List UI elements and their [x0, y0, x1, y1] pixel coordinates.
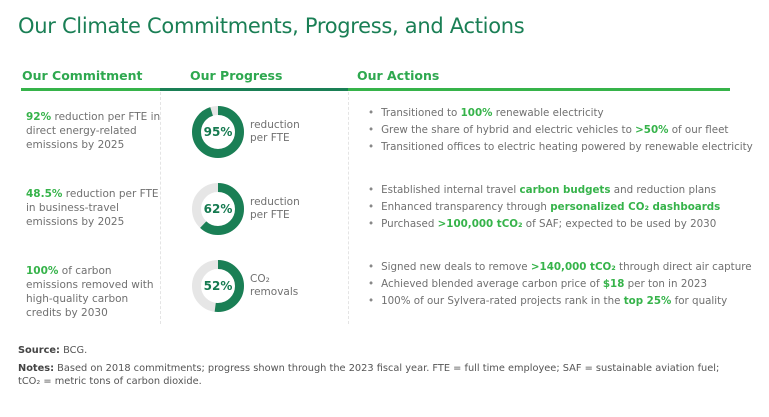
text-segment: of SAF; expected to be used by 2030 — [522, 218, 717, 230]
text-segment: through direct air capture — [615, 261, 752, 273]
commitment-text: 48.5% reduction per FTE in business-trav… — [26, 187, 166, 229]
progress-label: reduction per FTE — [250, 119, 300, 144]
action-item: Signed new deals to remove >140,000 tCO₂… — [368, 259, 752, 276]
source-text: BCG. — [59, 345, 88, 356]
highlight-text: carbon budgets — [519, 184, 611, 196]
text-segment: Signed new deals to remove — [381, 261, 531, 273]
commitment-text: 100% of carbon emissions removed with hi… — [26, 264, 166, 320]
text-segment: and reduction plans — [610, 184, 717, 196]
action-item: 100% of our Sylvera-rated projects rank … — [368, 293, 752, 310]
text-segment: 100% of our Sylvera-rated projects rank … — [381, 295, 624, 307]
progress-label: reduction per FTE — [250, 196, 300, 221]
text-segment: of our fleet — [668, 124, 729, 136]
text-segment: Grew the share of hybrid and electric ve… — [381, 124, 636, 136]
text-segment: for quality — [671, 295, 728, 307]
action-item: Transitioned offices to electric heating… — [368, 139, 753, 156]
action-item: Grew the share of hybrid and electric ve… — [368, 122, 753, 139]
text-segment: Purchased — [381, 218, 438, 230]
page-title: Our Climate Commitments, Progress, and A… — [18, 14, 525, 38]
text-segment: reduction per FTE in direct energy-relat… — [26, 111, 161, 151]
donut-chart — [192, 106, 244, 158]
header-divider — [160, 88, 348, 91]
progress-donut: 62% — [192, 183, 244, 235]
donut-progress-arc — [192, 183, 244, 235]
actions-list: Signed new deals to remove >140,000 tCO₂… — [368, 259, 752, 310]
text-segment: Achieved blended average carbon price of — [381, 278, 603, 290]
commitment-text: 92% reduction per FTE in direct energy-r… — [26, 110, 166, 152]
text-segment: Established internal travel — [381, 184, 520, 196]
highlight-text: $18 — [602, 278, 625, 290]
action-item: Achieved blended average carbon price of… — [368, 276, 752, 293]
actions-list: Established internal travel carbon budge… — [368, 182, 720, 233]
text-segment: Transitioned to — [381, 107, 461, 119]
progress-label: CO₂ removals — [250, 273, 299, 298]
source-label: Source: — [18, 345, 60, 356]
donut-chart — [192, 183, 244, 235]
text-segment: of carbon emissions removed with high-qu… — [26, 265, 154, 319]
text-segment: per ton in 2023 — [624, 278, 708, 290]
notes: Notes: Based on 2018 commitments; progre… — [18, 362, 738, 388]
progress-donut: 52% — [192, 260, 244, 312]
column-divider — [348, 92, 349, 324]
header-commitment: Our Commitment — [22, 68, 143, 83]
highlight-text: personalized CO₂ dashboards — [550, 201, 721, 213]
progress-value: 95% — [203, 125, 233, 139]
notes-text: Based on 2018 commitments; progress show… — [18, 363, 720, 387]
text-segment: Enhanced transparency through — [381, 201, 551, 213]
highlight-text: >100,000 tCO₂ — [437, 218, 523, 230]
column-divider — [160, 92, 161, 324]
progress-donut: 95% — [192, 106, 244, 158]
donut-progress-arc — [192, 260, 244, 312]
progress-value: 52% — [203, 279, 233, 293]
highlight-text: 92% — [26, 111, 52, 123]
text-segment: renewable electricity — [492, 107, 604, 119]
action-item: Transitioned to 100% renewable electrici… — [368, 105, 753, 122]
text-segment: Transitioned offices to electric heating… — [381, 141, 753, 153]
header-actions: Our Actions — [357, 68, 440, 83]
highlight-text: 48.5% — [26, 188, 63, 200]
highlight-text: >50% — [635, 124, 669, 136]
notes-label: Notes: — [18, 363, 55, 374]
action-item: Purchased >100,000 tCO₂ of SAF; expected… — [368, 216, 720, 233]
donut-chart — [192, 260, 244, 312]
highlight-text: top 25% — [623, 295, 672, 307]
header-divider — [348, 88, 730, 91]
header-divider — [21, 88, 160, 91]
header-progress: Our Progress — [190, 68, 283, 83]
highlight-text: 100% — [460, 107, 493, 119]
actions-list: Transitioned to 100% renewable electrici… — [368, 105, 753, 156]
action-item: Established internal travel carbon budge… — [368, 182, 720, 199]
text-segment: reduction per FTE in business-travel emi… — [26, 188, 159, 228]
highlight-text: >140,000 tCO₂ — [530, 261, 616, 273]
source-note: Source: BCG. — [18, 344, 738, 357]
donut-progress-arc — [192, 106, 244, 158]
progress-value: 62% — [203, 202, 233, 216]
action-item: Enhanced transparency through personaliz… — [368, 199, 720, 216]
highlight-text: 100% — [26, 265, 59, 277]
